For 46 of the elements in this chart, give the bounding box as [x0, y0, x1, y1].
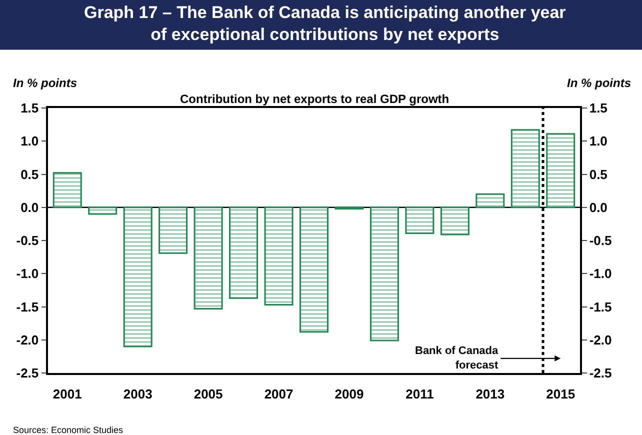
bar [88, 206, 118, 215]
source-note: Sources: Economic Studies [13, 425, 124, 435]
bar [229, 206, 258, 299]
y-tick-label: -2.5 [16, 366, 39, 381]
y2-tick-label: 1.0 [589, 134, 608, 149]
ref-line-label: Bank of Canada forecast [415, 345, 500, 372]
bar [476, 193, 505, 208]
bar [370, 206, 399, 342]
y-tick-label: -1.0 [16, 266, 39, 282]
y-tick-label: 0.5 [20, 166, 39, 182]
y-tick-label: 1.0 [20, 134, 39, 149]
bar [158, 206, 188, 254]
x-tick-label: 2009 [334, 386, 364, 402]
bar [510, 129, 540, 208]
chart-subtitle: Contribution by net exports to real GDP growth [180, 92, 450, 106]
x-tick-label: 2003 [123, 386, 152, 402]
y2-tick-label: 1.5 [589, 100, 608, 116]
bar [264, 206, 294, 306]
y2-tick-label: 0.5 [589, 166, 608, 182]
bar [52, 172, 82, 208]
x-tick-label: 2011 [406, 386, 434, 402]
y2-axis-title: In % points [567, 76, 632, 90]
y-tick-label: -1.5 [16, 299, 39, 314]
x-tick-label: 2015 [546, 386, 576, 402]
y2-tick-label: -2.5 [589, 366, 612, 381]
bar [194, 206, 223, 310]
y2-tick-label: 0.0 [589, 200, 608, 215]
bar [123, 206, 152, 348]
y-tick-label: -2.0 [16, 332, 39, 348]
y2-tick-label: -0.5 [589, 233, 612, 248]
x-tick-label: 2007 [264, 386, 294, 402]
x-tick-label: 2013 [476, 386, 505, 402]
chart-title: Graph 17 – The Bank of Canada is anticipating another year of exceptional contributions by net exports [84, 3, 566, 44]
y2-tick-label: -1.0 [589, 266, 612, 282]
bar [546, 133, 576, 208]
y-tick-label: -0.5 [16, 233, 39, 248]
x-tick-label: 2001 [52, 386, 82, 402]
bar [405, 206, 434, 234]
y-tick-label: 0.0 [20, 200, 39, 215]
x-tick-label: 2005 [194, 386, 223, 402]
bar [300, 206, 328, 333]
y-tick-label: 1.5 [20, 100, 39, 116]
y2-tick-label: -1.5 [589, 299, 612, 314]
bar [440, 206, 470, 236]
y2-tick-label: -2.0 [589, 332, 612, 348]
y-axis-title: In % points [13, 76, 78, 90]
